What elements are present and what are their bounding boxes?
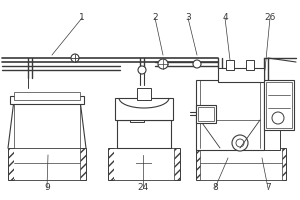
Bar (152, 149, 174, 179)
Bar (202, 130, 280, 150)
Bar (196, 80, 264, 150)
Bar (130, 112, 144, 122)
Circle shape (236, 139, 244, 147)
Bar (264, 80, 294, 130)
Text: 3: 3 (185, 14, 191, 22)
Text: 2: 2 (152, 14, 158, 22)
Bar (8, 148, 86, 180)
Bar (108, 148, 180, 180)
Bar (266, 82, 292, 128)
Bar (196, 148, 286, 180)
Bar (14, 148, 80, 180)
Text: 24: 24 (137, 184, 148, 192)
Bar (218, 68, 264, 82)
Bar (14, 92, 80, 100)
Text: 9: 9 (44, 184, 50, 192)
Bar (14, 149, 38, 179)
Bar (226, 60, 234, 70)
Text: 4: 4 (222, 14, 228, 22)
Bar (196, 105, 216, 123)
Circle shape (158, 59, 168, 69)
Circle shape (272, 112, 284, 124)
Circle shape (138, 66, 146, 74)
Circle shape (193, 60, 201, 68)
Circle shape (71, 54, 79, 62)
Bar (114, 148, 174, 180)
Bar (200, 148, 282, 180)
Bar (114, 149, 136, 179)
Text: 26: 26 (264, 14, 276, 22)
Bar (137, 88, 151, 100)
Text: 7: 7 (265, 184, 271, 192)
Bar (115, 98, 173, 120)
Text: 1: 1 (79, 14, 85, 22)
Bar (117, 120, 171, 148)
Bar (246, 60, 254, 70)
Text: 8: 8 (212, 184, 218, 192)
Bar (56, 149, 80, 179)
Bar (10, 96, 84, 104)
Bar (198, 107, 214, 121)
Circle shape (232, 135, 248, 151)
